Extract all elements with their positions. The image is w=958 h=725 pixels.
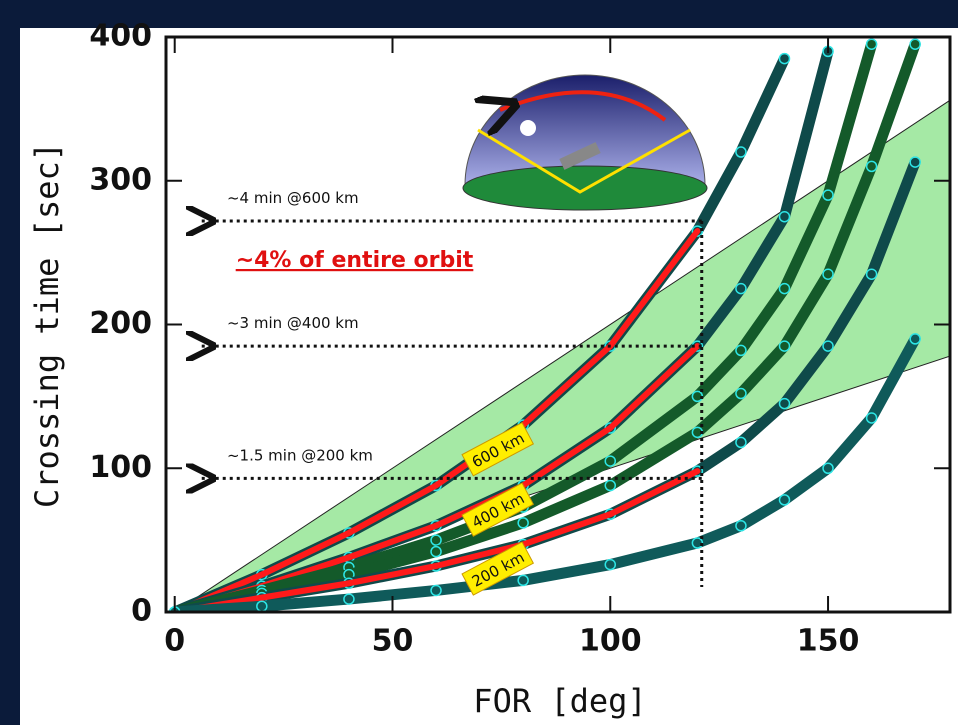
point — [867, 39, 877, 49]
point — [736, 521, 746, 531]
arrow-label: ~3 min @400 km — [227, 314, 359, 332]
x-tick-label: 100 — [579, 624, 642, 659]
point — [867, 269, 877, 279]
point — [736, 437, 746, 447]
point — [431, 585, 441, 595]
x-tick-label: 50 — [372, 624, 414, 659]
point — [431, 535, 441, 545]
y-tick-label: 400 — [89, 19, 152, 54]
point — [518, 575, 528, 585]
x-tick-label: 150 — [797, 624, 860, 659]
point — [605, 560, 615, 570]
point — [867, 161, 877, 171]
point — [910, 39, 920, 49]
point — [518, 518, 528, 528]
point — [605, 456, 615, 466]
point — [779, 341, 789, 351]
point — [779, 495, 789, 505]
point — [605, 481, 615, 491]
point — [823, 341, 833, 351]
point — [779, 284, 789, 294]
point — [431, 547, 441, 557]
page: {"chart_data": {"type": "line", "xlabel"… — [0, 0, 958, 725]
x-axis-label: FOR [deg] — [473, 682, 646, 720]
point — [910, 157, 920, 167]
point — [257, 601, 267, 611]
y-tick-label: 200 — [89, 306, 152, 341]
point — [736, 345, 746, 355]
point — [736, 389, 746, 399]
point — [736, 147, 746, 157]
point — [344, 594, 354, 604]
point — [779, 399, 789, 409]
arrow-label: ~1.5 min @200 km — [227, 446, 373, 464]
point — [736, 284, 746, 294]
point — [823, 463, 833, 473]
x-tick-label: 0 — [164, 624, 185, 659]
y-tick-label: 0 — [131, 594, 152, 629]
point — [823, 190, 833, 200]
chart: 0501001500100200300400600 km400 km200 km… — [0, 0, 958, 725]
note: ~4% of entire orbit — [236, 248, 474, 273]
point — [779, 54, 789, 64]
point — [823, 269, 833, 279]
point — [779, 212, 789, 222]
arrow-label: ~4 min @600 km — [227, 189, 359, 207]
point — [910, 334, 920, 344]
y-tick-label: 300 — [89, 162, 152, 197]
y-tick-label: 100 — [89, 450, 152, 485]
point — [867, 413, 877, 423]
y-axis-label: Crossing time [sec] — [28, 142, 66, 508]
